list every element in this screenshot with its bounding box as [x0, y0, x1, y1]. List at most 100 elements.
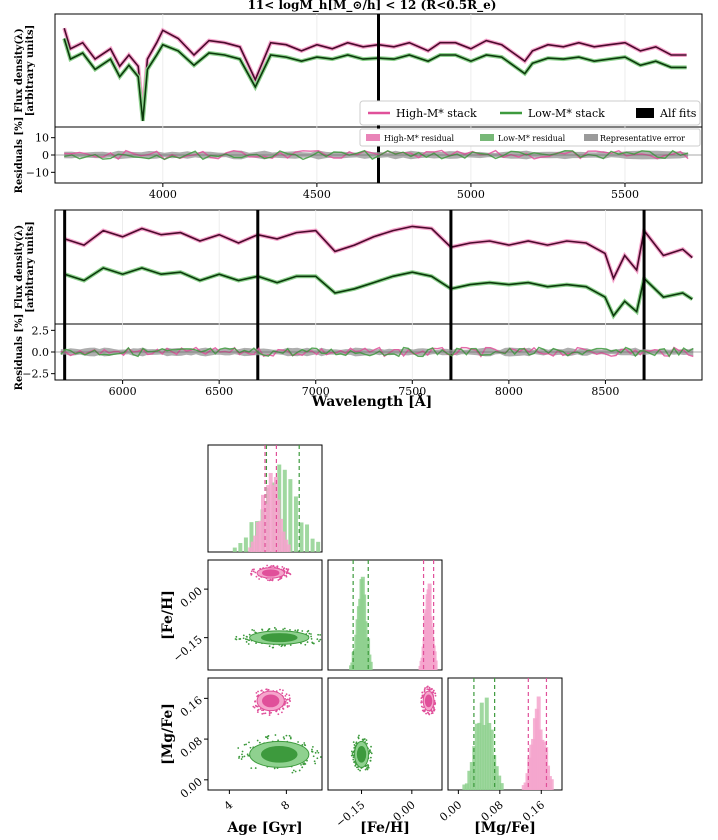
- high-histogram-bar: [284, 539, 289, 552]
- legend-high-label: High-M* stack: [396, 107, 477, 120]
- low-histogram-bar: [479, 702, 484, 790]
- low-sample-point: [319, 638, 322, 641]
- residual-axis-label: Residuals [%]: [14, 314, 25, 391]
- high-sample-point: [289, 700, 291, 702]
- low-histogram-bar: [472, 746, 477, 790]
- low-sample-point: [261, 628, 263, 631]
- corner-panel-frame: [327, 677, 443, 791]
- high-histogram-bar: [276, 499, 281, 552]
- low-sample-point: [273, 767, 276, 770]
- low-sample-point: [316, 750, 319, 752]
- corner-x-tick-label: 8: [279, 798, 293, 812]
- low-histogram-bar: [487, 722, 492, 790]
- low-sample-point: [294, 770, 297, 773]
- low-sample-point: [253, 629, 255, 632]
- high-sample-point: [253, 568, 255, 571]
- low-histogram-bar: [494, 766, 499, 790]
- low-sample-point: [298, 769, 301, 772]
- low-sample-point: [241, 756, 244, 758]
- high-sample-point: [281, 692, 284, 695]
- high-sample-point: [421, 694, 424, 697]
- high-sample-point: [277, 713, 280, 716]
- corner-x-axis-label: [Mg/Fe]: [474, 820, 536, 836]
- high-histogram-bar: [433, 660, 438, 670]
- high-sample-point: [434, 694, 437, 697]
- high-sample-point: [261, 709, 263, 712]
- low-sample-point: [358, 734, 360, 737]
- high-histogram-bar: [281, 531, 286, 552]
- low-sample-point: [314, 751, 317, 754]
- low-sample-point: [304, 763, 307, 765]
- low-sample-point: [264, 736, 267, 738]
- low-histogram-bar: [482, 724, 487, 790]
- high-sample-point: [283, 567, 286, 570]
- low-sample-point: [285, 734, 288, 737]
- high-sample-point: [425, 712, 427, 715]
- low-sample-point: [242, 637, 245, 640]
- low-sample-point: [357, 737, 360, 740]
- high-sample-point: [285, 574, 287, 577]
- high-sample-point: [432, 689, 435, 692]
- high-histogram-bar: [248, 547, 253, 552]
- high-histogram-bar: [268, 472, 273, 552]
- high-sample-point: [421, 709, 424, 712]
- high-sample-point: [424, 687, 427, 689]
- high-sample-point: [261, 712, 264, 715]
- legend-err-swatch: [584, 134, 598, 141]
- corner-x-axis-label: [Fe/H]: [360, 820, 410, 836]
- low-sample-point: [297, 741, 299, 743]
- high-fit-line: [64, 225, 693, 281]
- corner-x-tick-label: 4: [222, 798, 236, 812]
- low-histogram-bar: [305, 524, 310, 552]
- corner-panel-frame: [327, 559, 443, 671]
- high-sample-point: [288, 697, 291, 700]
- low-sample-point: [254, 767, 257, 769]
- low-sample-point: [352, 741, 355, 744]
- low-histogram-bar: [474, 723, 479, 790]
- low-sample-point: [271, 646, 274, 649]
- high-sample-point: [428, 712, 430, 715]
- low-histogram-bar: [499, 783, 504, 790]
- flux-axis-label: Flux density(λ): [14, 225, 25, 310]
- high-sample-point: [285, 568, 288, 570]
- low-sample-point: [368, 750, 371, 753]
- high-sample-point: [289, 572, 291, 575]
- high-sample-point: [286, 705, 289, 707]
- low-histogram-bar: [288, 479, 293, 552]
- legend-low-res-label: Low-M* residual: [498, 134, 566, 143]
- high-histogram-bar: [255, 522, 260, 552]
- high-sample-point: [284, 702, 287, 704]
- low-sample-point: [300, 763, 302, 766]
- low-sample-point: [250, 767, 253, 770]
- low-sample-point: [267, 734, 270, 737]
- low-sample-point: [248, 741, 250, 744]
- low-sample-point: [306, 630, 309, 633]
- x-tick-label: 5000: [457, 188, 485, 201]
- high-sample-point: [421, 691, 424, 694]
- low-sample-point: [366, 742, 368, 745]
- high-sample-point: [250, 570, 253, 573]
- high-sample-point: [256, 705, 259, 708]
- high-sample-point: [265, 688, 268, 691]
- high-sample-point: [428, 689, 431, 691]
- high-sample-point: [252, 570, 255, 573]
- low-histogram-bar: [477, 722, 482, 790]
- corner-panel-frame: [207, 559, 323, 671]
- low-sample-point: [312, 642, 315, 645]
- high-sample-point: [423, 690, 426, 693]
- low-sample-point: [273, 626, 276, 629]
- low-sample-point: [306, 641, 309, 643]
- low-histogram-bar: [293, 496, 298, 552]
- low-histogram-bar: [232, 547, 237, 552]
- high-histogram-bar: [253, 535, 258, 552]
- low-sample-point: [289, 644, 292, 646]
- low-sample-point: [241, 753, 243, 756]
- corner-mgfe-y-label: [Mg/Fe]: [160, 703, 176, 765]
- high-sample-point: [270, 579, 272, 581]
- high-sample-point: [282, 689, 284, 692]
- y-tick-label: −10: [26, 166, 49, 179]
- low-sample-point: [312, 755, 315, 758]
- high-sample-point: [264, 712, 267, 715]
- low-histogram-bar: [368, 661, 373, 670]
